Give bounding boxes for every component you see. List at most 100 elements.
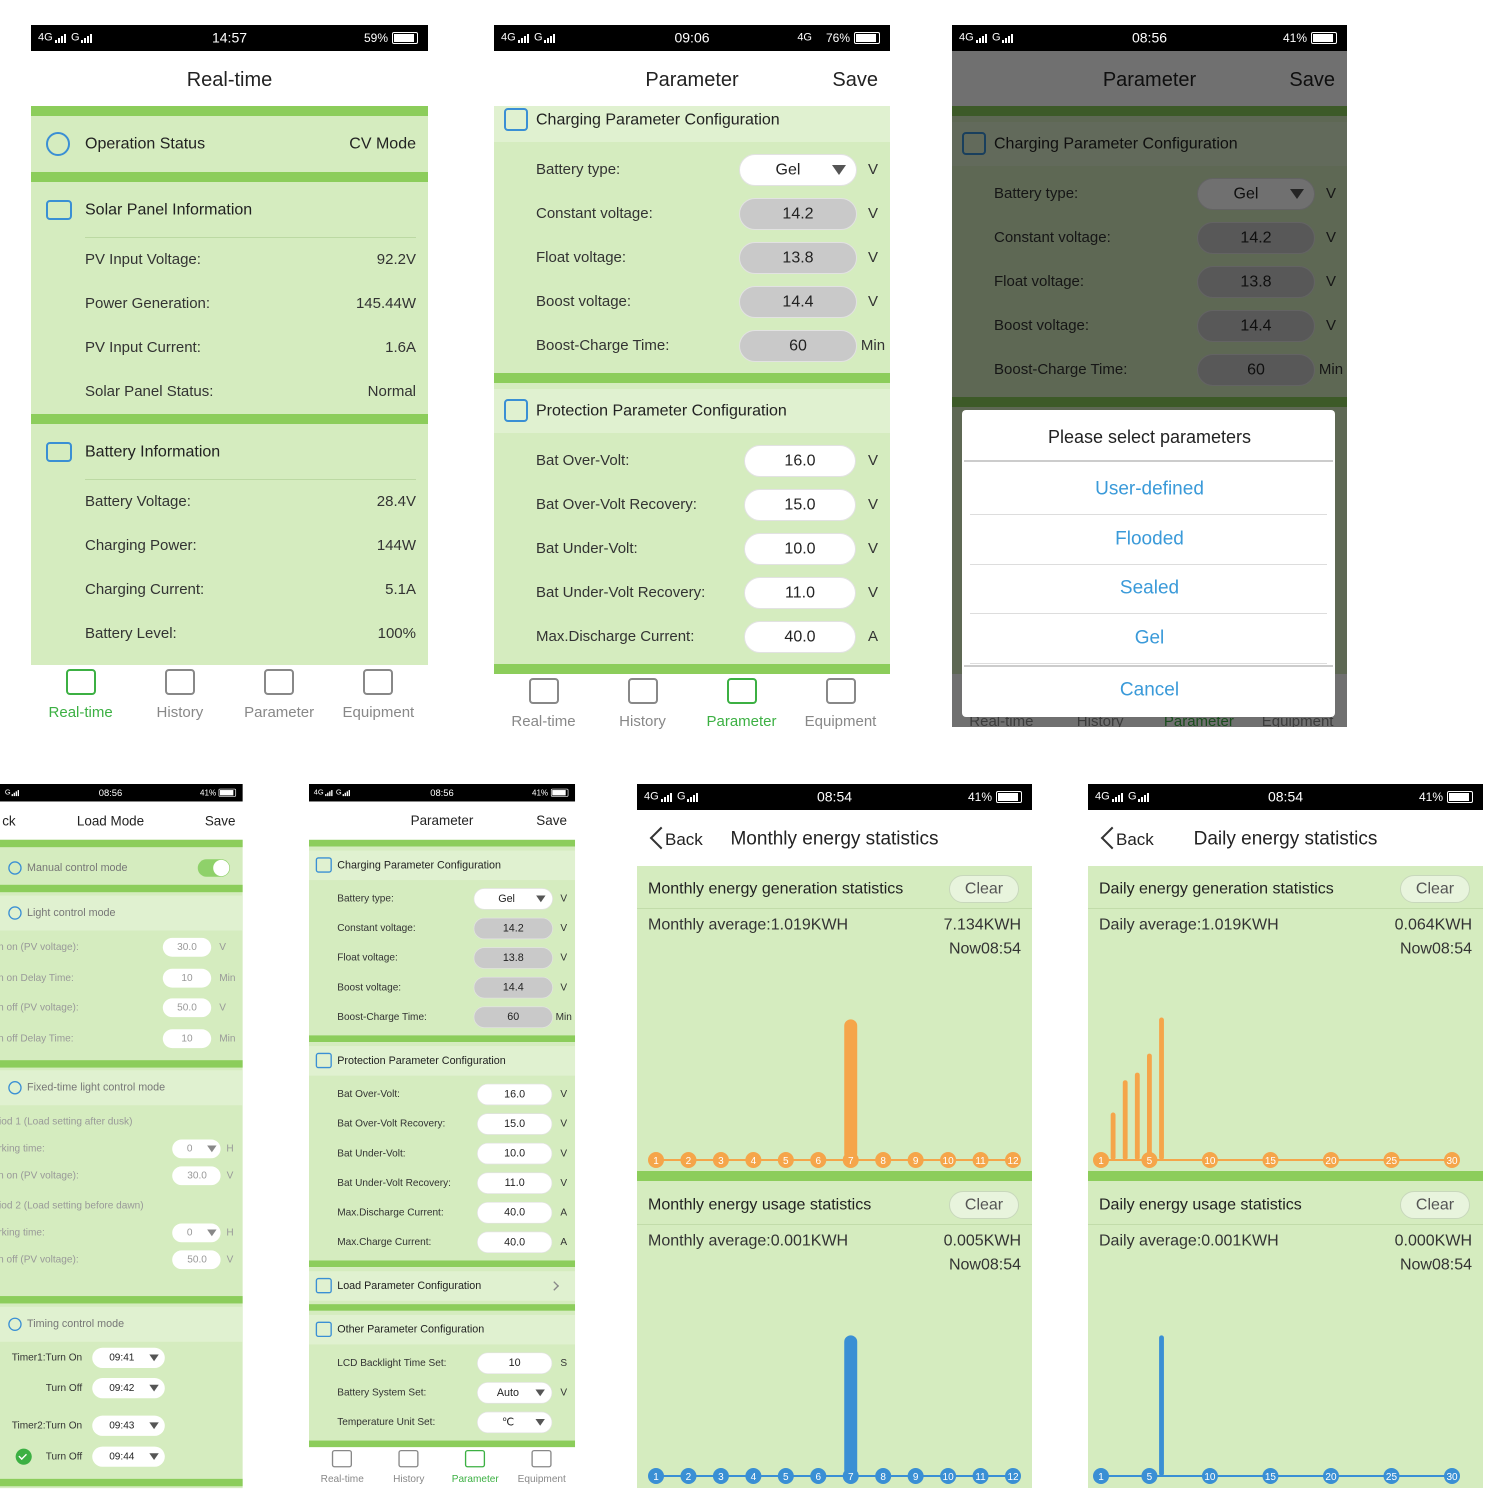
input-field[interactable] xyxy=(172,1166,221,1186)
dropdown[interactable] xyxy=(92,1415,165,1436)
info-label: Power Generation: xyxy=(85,295,211,312)
x-tick-dot xyxy=(907,1468,924,1484)
divider xyxy=(0,1060,243,1068)
tab-label[interactable]: Equipment xyxy=(517,1473,566,1485)
x-tick-label: 3 xyxy=(718,1156,724,1167)
tab-label[interactable]: Equipment xyxy=(804,713,877,730)
clear-button[interactable] xyxy=(1400,875,1470,903)
x-tick-dot xyxy=(1141,1468,1158,1484)
input-field[interactable] xyxy=(744,621,856,653)
status-bar xyxy=(494,25,890,51)
back-button[interactable]: Back xyxy=(1116,829,1154,849)
input-field[interactable] xyxy=(172,1250,221,1270)
input-field[interactable] xyxy=(162,968,212,988)
battery-fill xyxy=(856,34,876,42)
signal-bar xyxy=(342,794,344,797)
field-label: Turn on (PV voltage): xyxy=(0,941,79,953)
input-field[interactable] xyxy=(744,577,856,609)
save-button[interactable]: Save xyxy=(204,814,236,830)
separator xyxy=(637,1224,1032,1225)
tab-icon[interactable] xyxy=(627,678,658,704)
carrier: G xyxy=(677,790,686,803)
tab-label[interactable]: Real-time xyxy=(48,704,113,721)
tab-icon[interactable] xyxy=(164,669,195,695)
tab-icon[interactable] xyxy=(726,678,757,704)
input-field[interactable] xyxy=(744,445,856,477)
clear-label[interactable]: Clear xyxy=(1415,1196,1455,1214)
tab-label[interactable]: Real-time xyxy=(511,713,576,730)
separator xyxy=(1088,908,1483,909)
tab-icon[interactable] xyxy=(825,678,856,704)
section-title[interactable]: Load Parameter Configuration xyxy=(337,1280,482,1292)
tab-label[interactable]: Parameter xyxy=(706,713,777,730)
clear-label[interactable]: Clear xyxy=(1415,880,1455,898)
dropdown[interactable] xyxy=(92,1347,165,1368)
field-value: 14.4 xyxy=(502,981,524,994)
tab-icon[interactable] xyxy=(65,669,96,695)
signal-bar xyxy=(985,34,987,43)
dialog-option[interactable]: User-defined xyxy=(1095,478,1204,500)
back-button[interactable]: Back xyxy=(665,829,703,849)
section-header xyxy=(0,1306,243,1342)
save-button[interactable]: Save xyxy=(832,69,878,91)
tab-icon[interactable] xyxy=(363,669,394,695)
tab-label[interactable]: Equipment xyxy=(342,704,415,721)
clear-button[interactable] xyxy=(949,875,1019,903)
input-field[interactable] xyxy=(477,1172,553,1194)
dropdown[interactable] xyxy=(473,888,553,910)
battery-fill xyxy=(394,34,414,42)
signal-bar xyxy=(670,793,672,802)
input-field[interactable] xyxy=(744,533,856,565)
dropdown[interactable] xyxy=(92,1446,165,1467)
clear-button[interactable] xyxy=(1400,1191,1470,1219)
save-button[interactable]: Save xyxy=(536,813,567,829)
input-field[interactable] xyxy=(477,1142,553,1165)
input-field[interactable] xyxy=(477,1083,553,1106)
tab-label[interactable]: Parameter xyxy=(451,1473,499,1485)
input-field[interactable] xyxy=(477,1352,553,1375)
input-field[interactable] xyxy=(162,1029,212,1049)
tab-icon[interactable] xyxy=(264,669,295,695)
dropdown[interactable] xyxy=(172,1139,221,1159)
dropdown-arrow xyxy=(149,1422,159,1430)
dialog-option[interactable]: Flooded xyxy=(1115,528,1184,550)
field-label: Bat Over-Volt: xyxy=(337,1088,400,1100)
dialog-option[interactable]: Gel xyxy=(1134,627,1165,649)
tab-icon[interactable] xyxy=(465,1449,486,1468)
input-field[interactable] xyxy=(477,1231,553,1254)
dialog-option[interactable]: Sealed xyxy=(1119,577,1180,599)
tab-label[interactable]: History xyxy=(156,704,204,721)
battery-icon xyxy=(1447,791,1473,803)
input-field[interactable] xyxy=(477,1201,553,1224)
dropdown[interactable] xyxy=(92,1378,165,1399)
clear-label[interactable]: Clear xyxy=(964,880,1004,898)
field-label: Boost voltage: xyxy=(536,293,632,310)
battery-fill xyxy=(220,790,234,796)
dropdown[interactable] xyxy=(477,1382,553,1404)
clear-button[interactable] xyxy=(949,1191,1019,1219)
clear-label[interactable]: Clear xyxy=(964,1196,1004,1214)
tab-label[interactable]: History xyxy=(393,1473,425,1485)
input-field[interactable] xyxy=(477,1113,553,1135)
load-mode-screen: G 08:56 41% ck Load Mode Save Manual control m… xyxy=(0,784,243,1488)
input-field[interactable] xyxy=(162,998,212,1018)
field-value: 40.0 xyxy=(784,628,816,646)
x-tick-dot xyxy=(712,1152,729,1168)
tab-label[interactable]: History xyxy=(619,713,666,730)
tab-icon[interactable] xyxy=(528,678,559,704)
x-tick-label: 12 xyxy=(1007,1472,1019,1483)
section-header xyxy=(494,389,890,433)
tab-icon[interactable] xyxy=(531,1449,552,1468)
back-button[interactable]: ck xyxy=(2,814,16,830)
tab-icon[interactable] xyxy=(398,1449,419,1468)
tab-label[interactable]: Parameter xyxy=(244,704,315,721)
info-label: PV Input Voltage: xyxy=(85,251,201,268)
tab-icon[interactable] xyxy=(332,1449,353,1468)
dialog-cancel[interactable]: Cancel xyxy=(1119,679,1180,701)
tab-label[interactable]: Real-time xyxy=(320,1473,364,1485)
input-field[interactable] xyxy=(162,937,212,957)
input-field[interactable] xyxy=(744,489,856,521)
dropdown[interactable] xyxy=(477,1411,553,1434)
dropdown[interactable] xyxy=(172,1223,221,1243)
